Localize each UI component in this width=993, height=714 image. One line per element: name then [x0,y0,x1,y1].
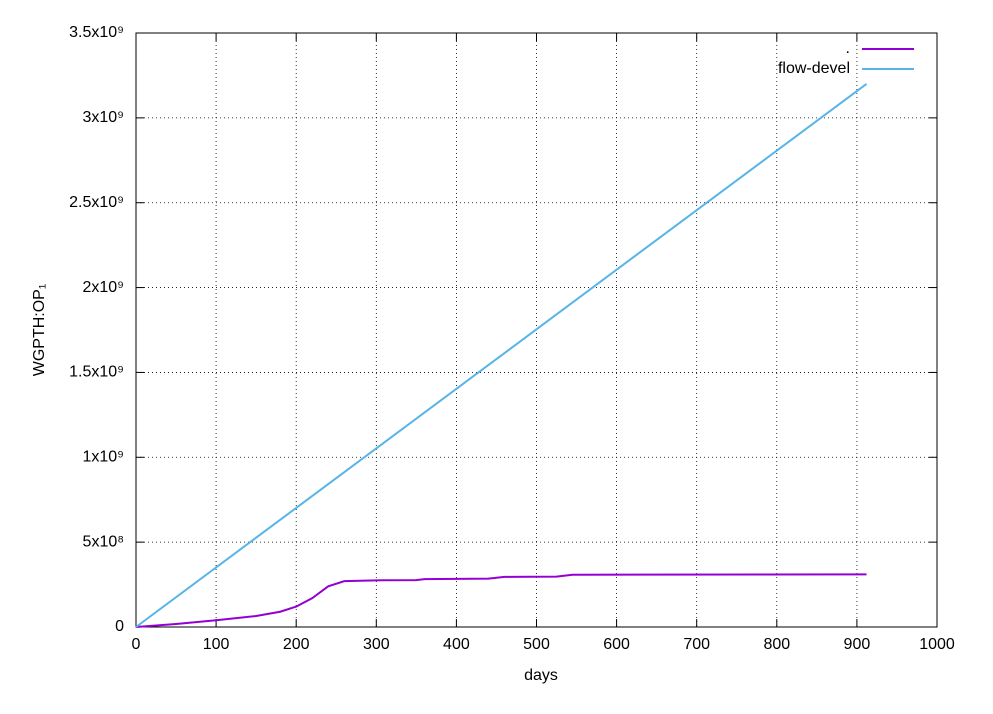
y-tick-label: 1x10⁹ [82,449,124,466]
x-tick-label: 100 [203,636,230,653]
y-tick-label: 5x10⁸ [83,533,124,550]
legend-label: flow-devel [778,60,850,77]
y-tick-label: 1.5x10⁹ [69,364,124,381]
x-tick-label: 300 [363,636,390,653]
x-tick-label: 600 [603,636,630,653]
legend-label: . [846,40,850,57]
y-tick-label: 3x10⁹ [82,109,124,126]
y-tick-label: 2x10⁹ [82,279,124,296]
y-axis-label: WGPTH:OP₁ [31,284,48,377]
x-tick-label: 900 [844,636,871,653]
x-tick-label: 700 [683,636,710,653]
x-tick-label: 0 [132,636,141,653]
data-line [135,573,867,628]
x-tick-label: 800 [763,636,790,653]
y-tick-label: 2.5x10⁹ [69,194,124,211]
x-tick-label: 200 [283,636,310,653]
x-tick-label: 500 [523,636,550,653]
plot-frame [135,32,938,628]
x-axis-label: days [524,667,558,684]
x-tick-label: 1000 [919,636,955,653]
y-tick-label: 3.5x10⁹ [69,24,124,41]
y-tick-label: 0 [115,618,124,635]
x-tick-label: 400 [443,636,470,653]
data-line [135,83,868,628]
